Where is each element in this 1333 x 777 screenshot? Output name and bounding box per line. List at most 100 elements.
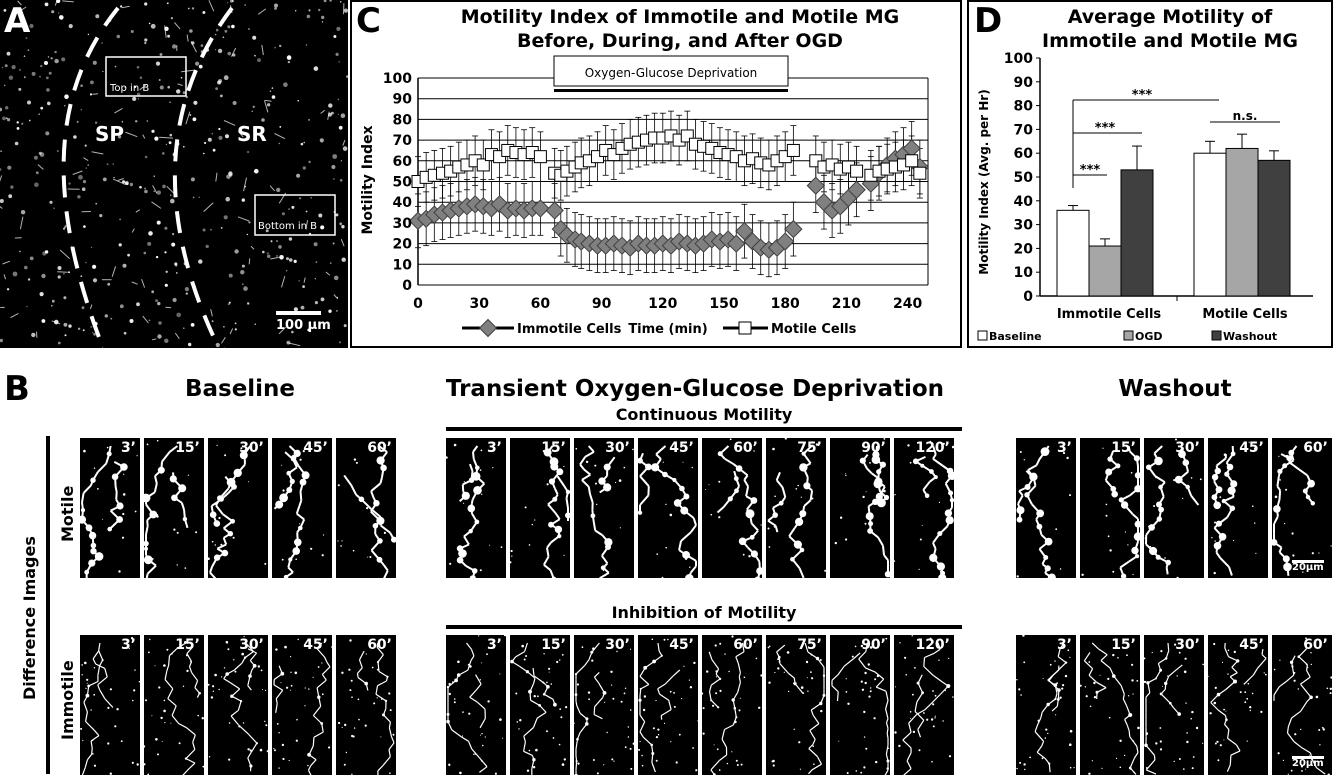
bar-ogd-0 <box>1088 245 1122 297</box>
c-y-tick-label: 40 <box>393 195 413 211</box>
sig-baseline-ogd: *** <box>1080 163 1101 178</box>
difference-images-label: Difference Images <box>20 536 39 700</box>
row-label-motile: Motile <box>58 485 77 542</box>
scale-bar-label: 100 µm <box>276 318 331 333</box>
time-label: 15’ <box>541 440 566 456</box>
time-label: 3’ <box>486 637 502 653</box>
time-label: 60’ <box>733 637 758 653</box>
c-x-tick-label: 60 <box>531 296 551 312</box>
difference-image-motile: 45’ <box>638 438 698 578</box>
time-label: 30’ <box>239 440 264 456</box>
panel-c-title-1: Motility Index of Immotile and Motile MG <box>460 6 900 28</box>
c-x-tick-label: 180 <box>771 296 800 312</box>
difference-image-motile: 15’ <box>144 438 204 578</box>
difference-image-immotile: 60’ <box>1272 635 1332 775</box>
d-legend: Baseline OGD Washout <box>977 330 1277 343</box>
subsection-continuous: Continuous Motility <box>615 405 793 424</box>
time-label: 45’ <box>669 637 694 653</box>
c-y-axis-label: Motility Index <box>360 125 376 234</box>
c-legend-motile: Motile Cells <box>723 321 857 337</box>
difference-image-motile: 3’ <box>80 438 140 578</box>
panel-d-title-2: Immotile and Motile MG <box>1042 30 1298 52</box>
scale-bar-motile: 20µm <box>1292 562 1324 573</box>
section-baseline: Baseline <box>184 376 296 402</box>
difference-image-motile: 15’ <box>1080 438 1140 578</box>
difference-image-motile: 15’ <box>510 438 570 578</box>
time-label: 15’ <box>1111 637 1136 653</box>
scale-bar <box>1292 756 1324 759</box>
scale-bar <box>1292 560 1324 563</box>
difference-image-immotile: 120’ <box>894 635 954 775</box>
d-category-immotile: Immotile Cells <box>1057 307 1162 322</box>
immotile-point <box>735 221 754 241</box>
bar-washout-1 <box>1257 159 1291 297</box>
motile-point <box>913 166 927 180</box>
c-y-tick-label: 30 <box>393 216 413 232</box>
bar-baseline-1 <box>1193 152 1227 297</box>
section-washout: Washout <box>1118 376 1232 402</box>
side-rule <box>46 436 50 774</box>
c-y-tick-label: 90 <box>393 92 413 108</box>
time-label: 90’ <box>861 637 886 653</box>
difference-image-immotile: 45’ <box>1208 635 1268 775</box>
difference-image-immotile: 3’ <box>80 635 140 775</box>
difference-image-motile: 60’ <box>336 438 396 578</box>
immotile-point <box>784 219 803 239</box>
c-y-tick-label: 50 <box>393 175 413 191</box>
time-label: 45’ <box>303 637 328 653</box>
time-label: 3’ <box>1056 440 1072 456</box>
difference-image-motile: 60’ <box>1272 438 1332 578</box>
time-label: 30’ <box>1175 440 1200 456</box>
immotile-point <box>902 139 921 158</box>
d-y-tick-label: 100 <box>1004 51 1033 67</box>
time-label: 75’ <box>797 440 822 456</box>
difference-image-immotile: 45’ <box>272 635 332 775</box>
motile-point <box>476 158 490 172</box>
difference-image-motile: 3’ <box>446 438 506 578</box>
d-y-axis-label: Motility Index (Avg. per Hr) <box>977 89 991 274</box>
c-legend-immotile: Immotile Cells <box>462 318 622 338</box>
panel-a-image <box>0 0 348 348</box>
c-x-tick-label: 90 <box>592 296 612 312</box>
motile-point <box>533 150 547 164</box>
c-x-tick-label: 210 <box>832 296 861 312</box>
difference-image-motile: 30’ <box>208 438 268 578</box>
panel-b-label: B <box>4 369 30 409</box>
motile-point <box>905 154 919 168</box>
d-y-tick-label: 10 <box>1014 265 1034 281</box>
time-label: 60’ <box>1303 637 1328 653</box>
d-y-tick-label: 50 <box>1014 170 1034 186</box>
d-y-tick-label: 90 <box>1014 75 1034 91</box>
region-sr-label: SR <box>237 122 267 146</box>
sig-not-significant: n.s. <box>1233 109 1258 123</box>
difference-image-motile: 45’ <box>272 438 332 578</box>
ogd-banner: Oxygen-Glucose Deprivation <box>585 66 758 80</box>
time-label: 3’ <box>1056 637 1072 653</box>
legend-immotile-text: Immotile Cells <box>517 322 622 337</box>
d-y-tick-label: 70 <box>1014 122 1034 138</box>
d-category-motile: Motile Cells <box>1202 307 1288 322</box>
motile-point <box>850 164 864 178</box>
time-label: 60’ <box>1303 440 1328 456</box>
difference-image-immotile: 60’ <box>336 635 396 775</box>
difference-image-immotile: 90’ <box>830 635 890 775</box>
time-label: 120’ <box>915 637 950 653</box>
time-label: 3’ <box>486 440 502 456</box>
time-label: 30’ <box>239 637 264 653</box>
difference-image-motile: 3’ <box>1016 438 1076 578</box>
difference-image-immotile: 30’ <box>1144 635 1204 775</box>
c-x-axis-label: Time (min) <box>628 322 707 337</box>
c-y-tick-label: 100 <box>383 71 412 87</box>
legend-ogd: OGD <box>1135 330 1163 343</box>
panel-d-label: D <box>974 1 1003 41</box>
immotile-point <box>847 180 866 199</box>
bar-ogd-1 <box>1225 147 1259 297</box>
time-label: 15’ <box>541 637 566 653</box>
difference-image-immotile: 15’ <box>144 635 204 775</box>
c-y-tick-label: 20 <box>393 237 413 253</box>
difference-image-motile: 30’ <box>574 438 634 578</box>
scale-bar-immotile: 20µm <box>1292 758 1324 769</box>
time-label: 60’ <box>367 637 392 653</box>
difference-image-motile: 60’ <box>702 438 762 578</box>
